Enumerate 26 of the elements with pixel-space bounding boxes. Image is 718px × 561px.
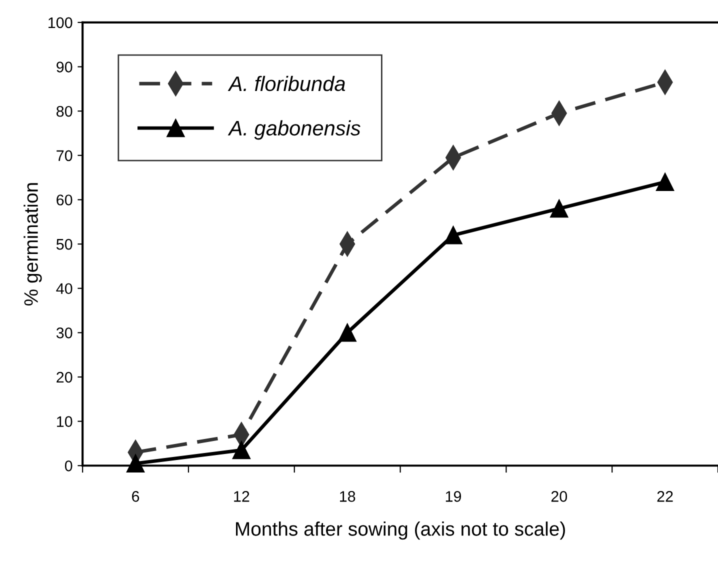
x-tick-label: 18 [340, 491, 356, 502]
point [656, 172, 674, 192]
point [338, 324, 356, 342]
y-tick-label: 70 [56, 150, 72, 162]
y-tick-label: 60 [56, 194, 72, 206]
y-tick-label: 100 [48, 17, 72, 28]
y-tick-label: 30 [56, 328, 72, 338]
point [444, 226, 462, 244]
x-tick-label: 12 [234, 491, 250, 502]
x-tick-label: 6 [132, 491, 140, 502]
legend-label: A. gabonensis [228, 120, 360, 140]
y-tick-label: 80 [56, 106, 72, 117]
y-axis-title: % germination [24, 183, 42, 306]
y-tick-label: 50 [56, 238, 72, 250]
point [550, 200, 568, 218]
point [232, 441, 250, 460]
y-tick-label: 0 [64, 460, 72, 472]
y-tick-label: 40 [56, 283, 72, 294]
x-tick-label: 20 [551, 491, 568, 502]
x-tick-label: 22 [657, 491, 673, 502]
x-tick-label: 19 [446, 491, 462, 502]
x-axis-title: Months after sowing (axis not to scale) [236, 522, 565, 540]
y-tick-label: 20 [56, 372, 72, 383]
legend-label: A. floribunda [228, 76, 346, 92]
y-tick-label: 90 [56, 62, 72, 72]
y-tick-label: 10 [57, 416, 72, 427]
